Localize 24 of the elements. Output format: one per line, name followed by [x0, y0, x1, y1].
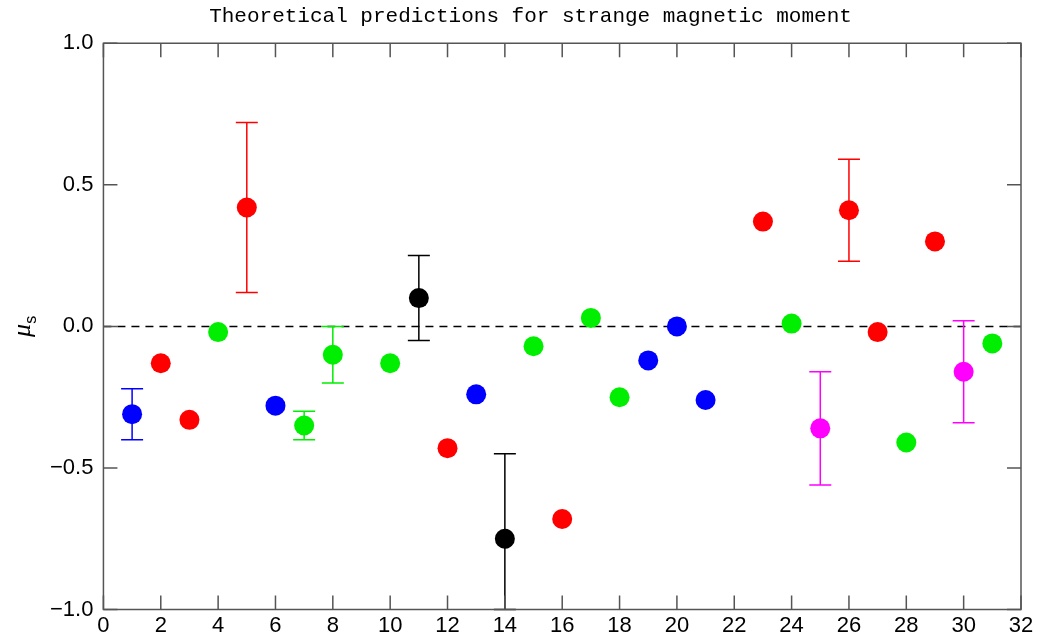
y-tick-label: 0.0 — [62, 312, 94, 338]
x-tick-label: 4 — [212, 611, 225, 637]
x-tick-label: 2 — [154, 611, 167, 637]
y-tick-label: 0.5 — [62, 170, 94, 196]
x-tick-label: 24 — [779, 611, 804, 637]
x-tick-label: 20 — [664, 611, 690, 637]
x-tick-label: 18 — [607, 611, 632, 637]
chart-title: Theoretical predictions for strange magnetic moment — [209, 5, 852, 29]
x-tick-label: 28 — [894, 611, 919, 637]
x-tick-label: 14 — [492, 611, 518, 637]
x-tick-label: 32 — [1008, 611, 1034, 637]
x-tick-label: 30 — [951, 611, 976, 637]
x-tick-label: 16 — [549, 611, 575, 637]
y-tick-label: 1.0 — [62, 29, 94, 55]
x-tick-label: 8 — [326, 611, 339, 637]
x-tick-label: 10 — [377, 611, 403, 637]
y-tick-label: −0.5 — [49, 454, 94, 480]
x-tick-label: 26 — [836, 611, 862, 637]
x-tick-label: 0 — [97, 611, 110, 637]
y-axis-title: μs — [7, 315, 39, 338]
y-tick-label: −1.0 — [49, 595, 94, 621]
x-tick-label: 22 — [722, 611, 747, 637]
x-tick-label: 12 — [435, 611, 460, 637]
x-tick-label: 6 — [269, 611, 282, 637]
